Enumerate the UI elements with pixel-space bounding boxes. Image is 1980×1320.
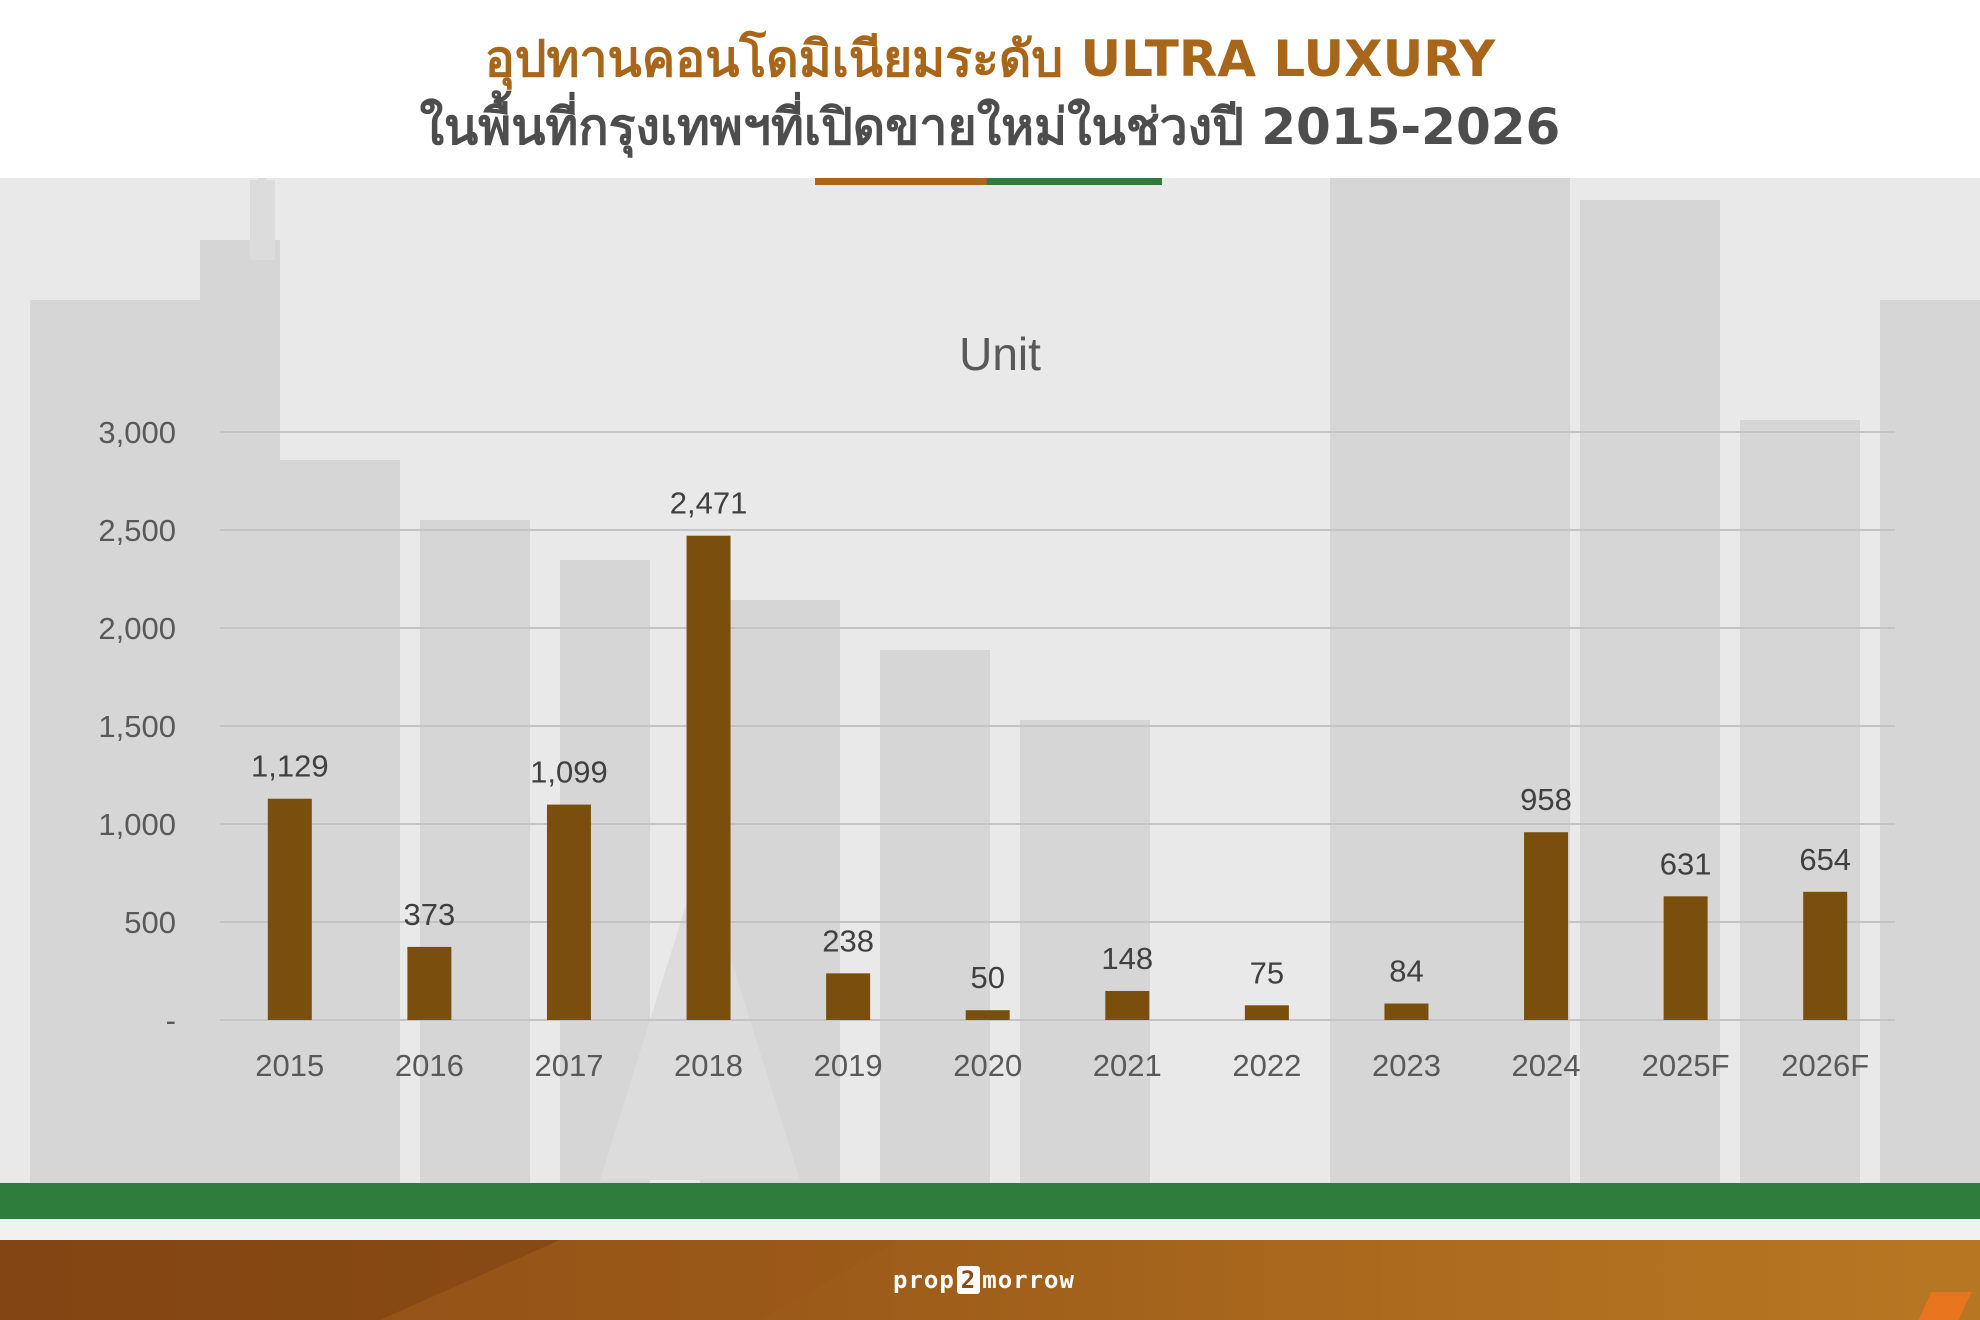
- x-tick-label: 2019: [814, 1048, 883, 1083]
- x-tick-label: 2023: [1372, 1048, 1441, 1083]
- green-divider-band: [0, 1183, 1980, 1219]
- data-label: 2,471: [670, 486, 748, 521]
- title-line-2: ในพื้นที่กรุงเทพฯที่เปิดขายใหม่ในช่วงปี …: [419, 98, 1561, 156]
- bar-2022: [1244, 1005, 1289, 1020]
- bar-2021: [1105, 990, 1150, 1020]
- data-label: 631: [1660, 846, 1712, 881]
- logo-text-2: 2: [956, 1266, 981, 1294]
- bar-2017: [546, 804, 591, 1020]
- data-label: 958: [1520, 782, 1572, 817]
- y-tick-label: 500: [124, 905, 176, 940]
- data-label: 1,099: [530, 755, 608, 790]
- data-label: 654: [1799, 842, 1851, 877]
- data-label: 238: [822, 923, 874, 958]
- data-label: 50: [970, 960, 1004, 995]
- x-tick-label: 2017: [534, 1048, 603, 1083]
- data-label: 1,129: [251, 749, 329, 784]
- footer-decoration: [0, 1240, 900, 1320]
- x-tick-label: 2026F: [1781, 1048, 1869, 1083]
- title-underline-brown: [815, 178, 987, 185]
- bar-2020: [965, 1010, 1010, 1020]
- chart-title: Unit: [959, 328, 1041, 380]
- x-tick-label: 2021: [1093, 1048, 1162, 1083]
- bar-2023: [1384, 1003, 1429, 1020]
- data-label: 75: [1250, 955, 1284, 990]
- bar-2018: [686, 535, 731, 1020]
- y-tick-label: 2,500: [98, 513, 176, 548]
- bar-2026F: [1803, 891, 1848, 1020]
- y-tick-label: 2,000: [98, 611, 176, 646]
- x-tick-label: 2018: [674, 1048, 743, 1083]
- bar-2025F: [1663, 896, 1708, 1020]
- title-underline-green: [987, 178, 1162, 185]
- y-tick-label: 3,000: [98, 415, 176, 450]
- logo-text-prop: prop: [893, 1266, 955, 1294]
- y-tick-label: 1,500: [98, 709, 176, 744]
- data-label: 148: [1101, 941, 1153, 976]
- footer: [0, 1240, 1980, 1320]
- bar-2024: [1524, 832, 1569, 1020]
- title-line-1: อุปทานคอนโดมิเนียมระดับ ULTRA LUXURY: [484, 30, 1496, 88]
- header: อุปทานคอนโดมิเนียมระดับ ULTRA LUXURY ในพ…: [0, 0, 1980, 178]
- bar-chart: Unit - 500 1,000 1,500 2,000 2,500 3,000 1,129 2…: [98, 328, 1895, 1083]
- data-label: 373: [404, 897, 456, 932]
- bar-2016: [407, 946, 452, 1020]
- data-label: 84: [1389, 954, 1423, 989]
- prop2morrow-logo: prop 2 morrow: [893, 1264, 1075, 1296]
- logo-text-morrow: morrow: [982, 1266, 1075, 1294]
- bar-2019: [826, 973, 871, 1020]
- x-tick-label: 2025F: [1642, 1048, 1730, 1083]
- x-tick-label: 2016: [395, 1048, 464, 1083]
- x-tick-label: 2015: [255, 1048, 324, 1083]
- y-tick-label: -: [166, 1003, 176, 1038]
- y-tick-label: 1,000: [98, 807, 176, 842]
- x-tick-label: 2022: [1232, 1048, 1301, 1083]
- x-tick-label: 2020: [953, 1048, 1022, 1083]
- x-tick-label: 2024: [1512, 1048, 1581, 1083]
- bar-2015: [267, 798, 312, 1020]
